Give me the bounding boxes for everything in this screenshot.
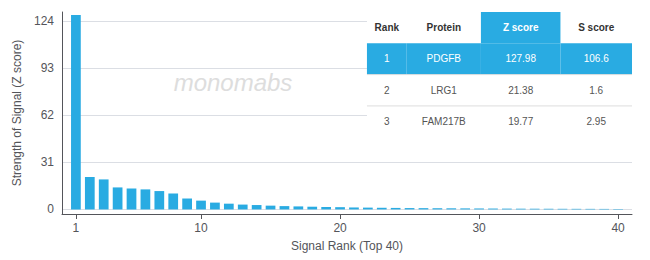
svg-text:S score: S score xyxy=(578,22,615,33)
svg-text:10: 10 xyxy=(194,221,208,235)
svg-text:PDGFB: PDGFB xyxy=(427,53,462,64)
svg-text:62: 62 xyxy=(41,108,55,122)
svg-text:1.6: 1.6 xyxy=(589,85,603,96)
svg-text:2: 2 xyxy=(384,85,390,96)
svg-text:FAM217B: FAM217B xyxy=(422,116,466,127)
svg-text:19.77: 19.77 xyxy=(508,116,533,127)
svg-text:1: 1 xyxy=(384,53,390,64)
svg-text:124: 124 xyxy=(34,14,54,28)
svg-text:LRG1: LRG1 xyxy=(431,85,458,96)
svg-text:1: 1 xyxy=(73,221,80,235)
svg-text:Signal Rank (Top 40): Signal Rank (Top 40) xyxy=(291,239,403,253)
svg-text:127.98: 127.98 xyxy=(505,53,536,64)
svg-text:monomabs: monomabs xyxy=(174,69,293,96)
svg-text:Protein: Protein xyxy=(427,22,461,33)
svg-text:Rank: Rank xyxy=(375,22,400,33)
svg-text:30: 30 xyxy=(472,221,486,235)
svg-text:31: 31 xyxy=(41,155,55,169)
svg-text:Z score: Z score xyxy=(503,22,539,33)
svg-text:0: 0 xyxy=(47,202,54,216)
svg-text:40: 40 xyxy=(611,221,625,235)
svg-text:Strength of Signal (Z score): Strength of Signal (Z score) xyxy=(10,40,24,187)
svg-text:2.95: 2.95 xyxy=(586,116,606,127)
svg-text:93: 93 xyxy=(41,61,55,75)
svg-text:3: 3 xyxy=(384,116,390,127)
svg-text:21.38: 21.38 xyxy=(508,85,533,96)
svg-text:106.6: 106.6 xyxy=(584,53,609,64)
svg-text:20: 20 xyxy=(333,221,347,235)
